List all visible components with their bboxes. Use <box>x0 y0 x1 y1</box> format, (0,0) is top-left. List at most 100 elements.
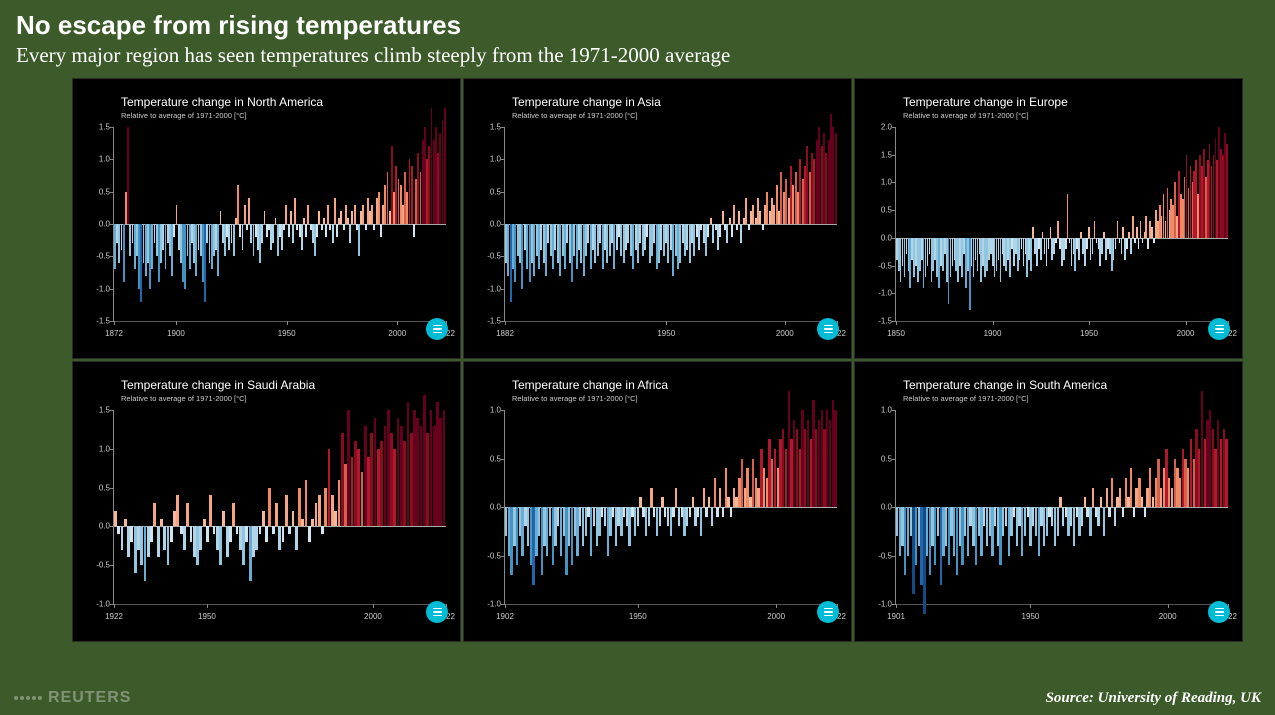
panel-title: Temperature change in Asia <box>512 95 661 109</box>
bar <box>1138 238 1140 249</box>
bar <box>321 224 323 230</box>
bar <box>283 224 285 230</box>
x-axis-label: 1872 <box>105 321 123 338</box>
bar <box>722 211 724 224</box>
bar <box>1226 144 1228 238</box>
chart-menu-icon[interactable] <box>817 601 839 623</box>
bar <box>203 519 206 527</box>
x-axis-label: 2000 <box>388 321 406 338</box>
bar <box>1121 238 1123 255</box>
chart-menu-icon[interactable] <box>426 318 448 340</box>
chart-menu-icon[interactable] <box>426 601 448 623</box>
chart-menu-icon[interactable] <box>817 318 839 340</box>
x-axis-label: 1922 <box>105 604 123 621</box>
bar <box>1141 497 1143 507</box>
y-axis-label: 1.0 <box>99 155 114 164</box>
panel-south_america: Temperature change in South AmericaRelat… <box>854 361 1243 642</box>
bar <box>707 224 709 237</box>
bar <box>150 526 153 542</box>
x-axis-label: 1902 <box>496 604 514 621</box>
bar <box>327 205 329 224</box>
panel-saudi_arabia: Temperature change in Saudi ArabiaRelati… <box>72 361 461 642</box>
bar <box>378 192 380 224</box>
bar <box>121 526 124 549</box>
panel-subtitle: Relative to average of 1971-2000 [°C] <box>512 111 638 120</box>
bar <box>736 224 738 230</box>
y-axis-label: 1.0 <box>99 444 114 453</box>
bar <box>1092 238 1094 255</box>
panel-africa: Temperature change in AfricaRelative to … <box>463 361 852 642</box>
bar <box>1078 238 1080 260</box>
y-axis-label: 0.5 <box>99 187 114 196</box>
y-axis-label: -0.5 <box>96 561 114 570</box>
bar <box>731 224 733 237</box>
bar <box>1151 227 1153 238</box>
panel-grid: Temperature change in North AmericaRelat… <box>0 72 1275 642</box>
x-axis-label: 1882 <box>496 321 514 338</box>
bar <box>659 507 661 526</box>
y-axis-label: -0.5 <box>878 261 896 270</box>
chart-menu-icon[interactable] <box>1208 601 1230 623</box>
bar <box>835 133 837 224</box>
bar <box>176 205 178 224</box>
bar <box>261 224 263 243</box>
plot-area: -1.0-0.50.00.51.01902195020002022 <box>504 410 837 605</box>
bar <box>292 224 294 243</box>
bar <box>170 526 173 542</box>
bar <box>272 526 275 534</box>
source-text: Source: University of Reading, UK <box>1046 690 1261 707</box>
bar <box>1101 238 1103 255</box>
bar <box>650 488 652 507</box>
plot-area: -1.0-0.50.00.51.01.51922195020002022 <box>113 410 446 605</box>
bar <box>305 224 307 237</box>
bar <box>301 224 303 250</box>
bar <box>321 526 324 534</box>
page-title: No escape from rising temperatures <box>16 10 1259 41</box>
bar <box>219 526 222 565</box>
bar <box>285 205 287 224</box>
bar <box>1081 507 1083 526</box>
bar <box>373 224 375 230</box>
y-axis-label: 0.5 <box>881 454 896 463</box>
bar <box>648 507 650 526</box>
bar <box>229 526 232 542</box>
bar <box>726 224 728 243</box>
bar <box>1115 238 1117 249</box>
x-axis-label: 1901 <box>887 604 905 621</box>
panel-subtitle: Relative to average of 1971-2000 [°C] <box>121 111 247 120</box>
x-axis-label: 1950 <box>657 321 675 338</box>
bar <box>700 507 702 536</box>
x-axis-label: 2000 <box>767 604 785 621</box>
bar <box>1030 238 1032 271</box>
bar <box>206 526 209 542</box>
bar <box>173 224 175 237</box>
x-axis-label: 2000 <box>364 604 382 621</box>
bar <box>689 507 691 517</box>
chart-menu-icon[interactable] <box>1208 318 1230 340</box>
bar <box>308 526 311 542</box>
x-axis-label: 1950 <box>1080 321 1098 338</box>
bar <box>1142 238 1144 244</box>
panel-europe: Temperature change in EuropeRelative to … <box>854 78 1243 359</box>
bar <box>443 410 446 526</box>
bar <box>738 211 740 224</box>
bar <box>1145 216 1147 238</box>
y-axis-label: 0.0 <box>490 220 505 229</box>
bar <box>307 205 309 224</box>
bar <box>332 224 334 243</box>
bar <box>730 507 732 517</box>
bar <box>354 205 356 224</box>
bar <box>1106 488 1108 507</box>
bar <box>220 211 222 224</box>
y-axis-label: 0.0 <box>881 503 896 512</box>
bar <box>639 497 641 507</box>
x-axis-label: 1950 <box>629 604 647 621</box>
bar <box>1084 497 1086 507</box>
y-axis-label: -1.0 <box>96 284 114 293</box>
bar <box>265 526 268 542</box>
bar <box>1092 488 1094 507</box>
bar <box>1132 216 1134 238</box>
bar <box>362 205 364 224</box>
bar <box>295 526 298 549</box>
bar <box>1050 227 1052 238</box>
